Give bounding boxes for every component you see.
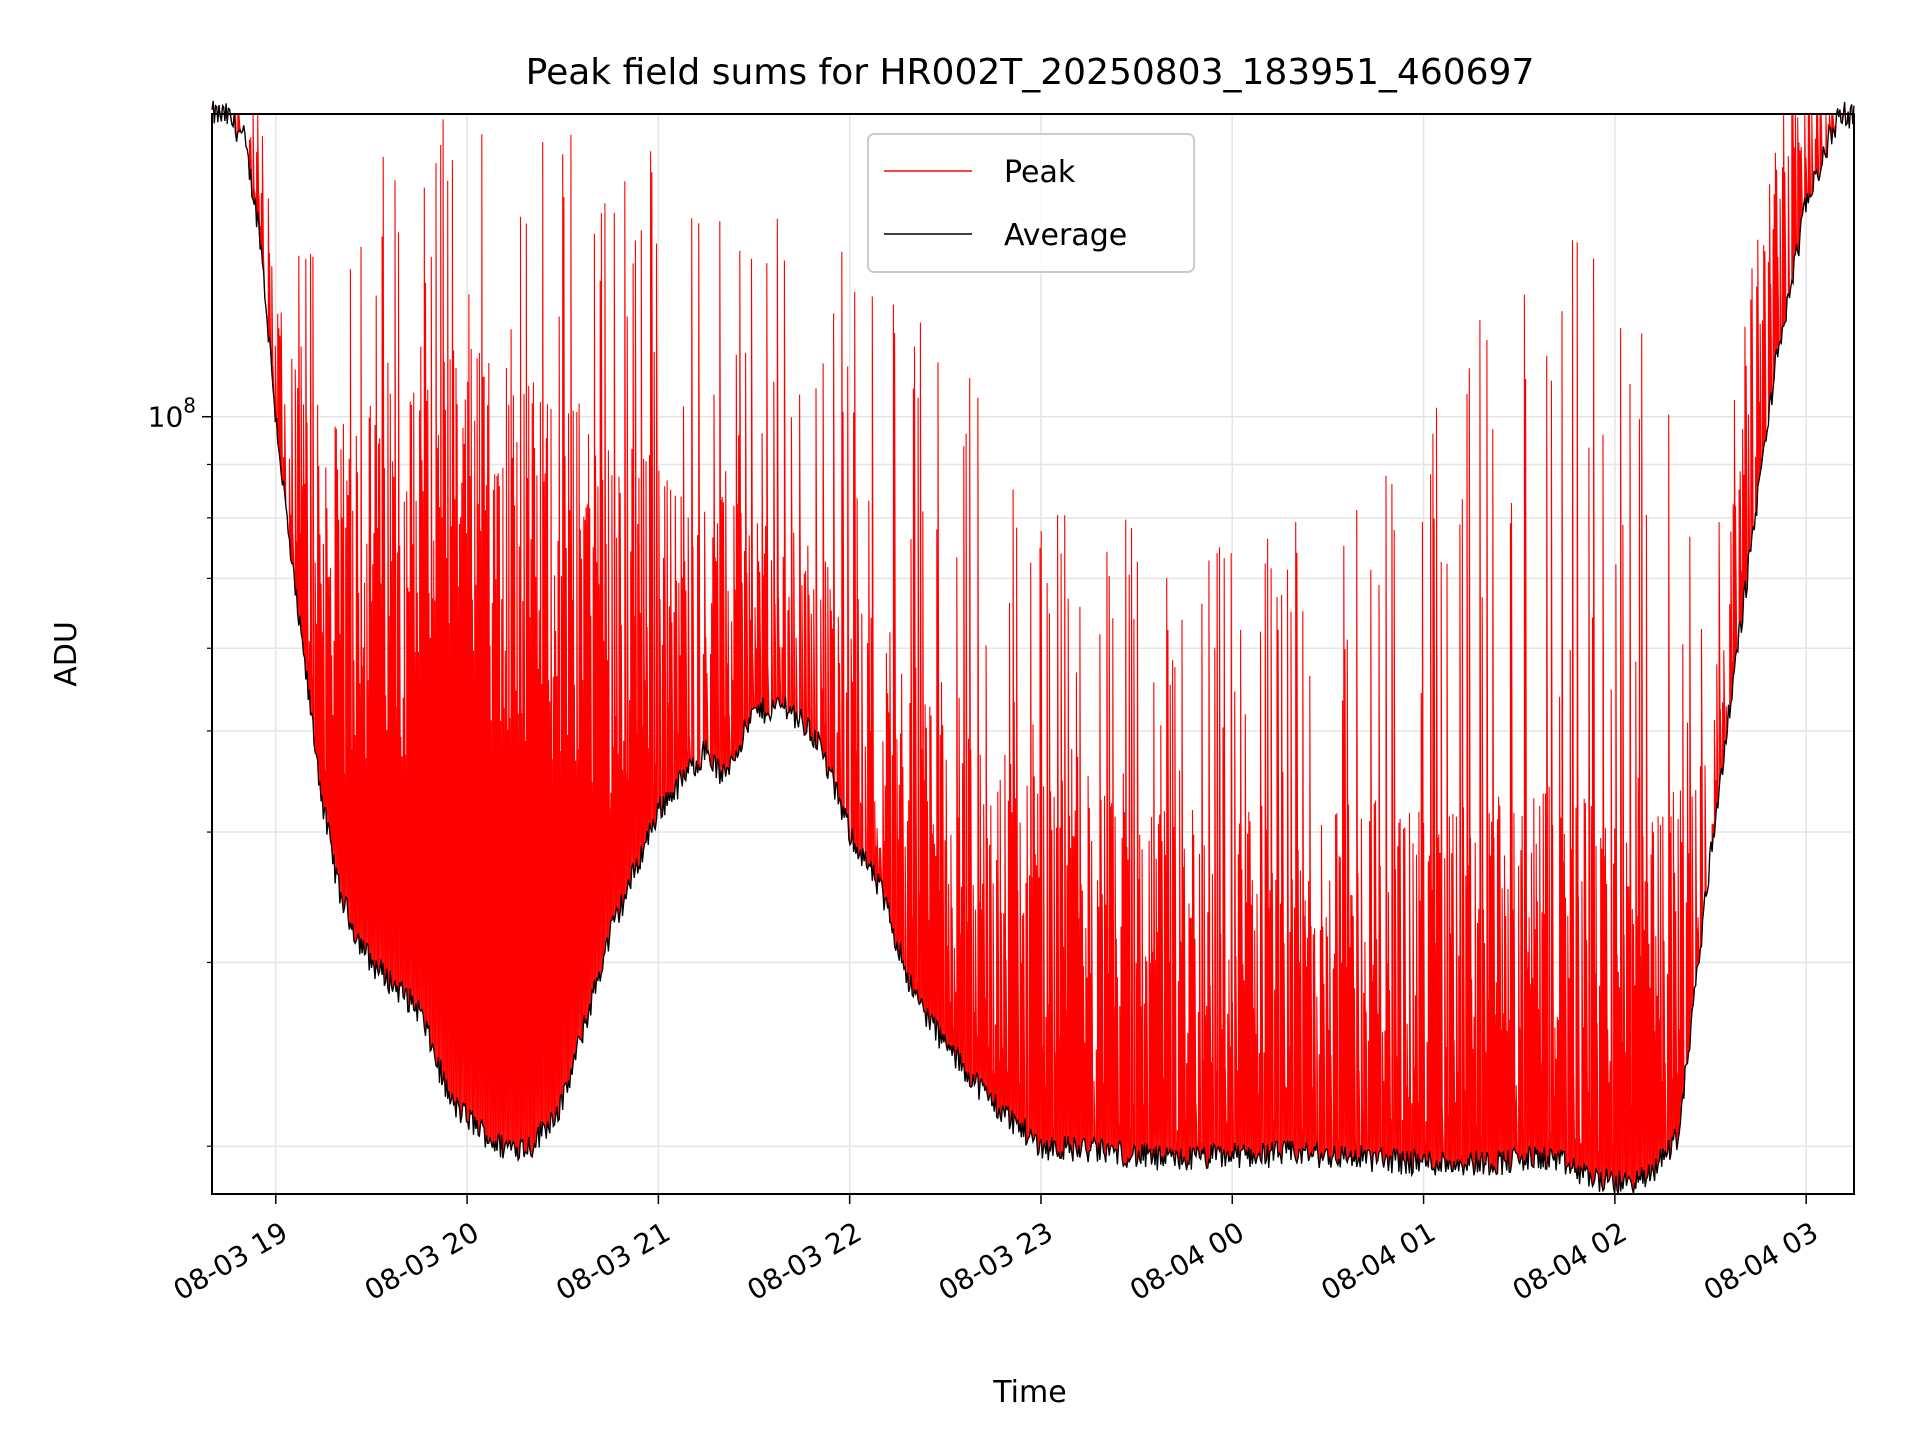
y-axis-title: ADU: [49, 621, 84, 687]
series-average-line: [211, 100, 1855, 1194]
x-axis-title: Time: [992, 1375, 1066, 1410]
series-layer: [211, 100, 1855, 1194]
legend-box: [867, 133, 1195, 273]
legend: Peak Average: [867, 133, 1195, 273]
legend-peak-label: Peak: [1004, 155, 1076, 190]
y-tick-label: 108: [148, 394, 196, 434]
chart-title: Peak field sums for HR002T_20250803_1839…: [526, 52, 1535, 93]
legend-average-label: Average: [1004, 218, 1127, 253]
series-peak-line: [211, 100, 1855, 1194]
plot-frame: [211, 113, 1855, 1195]
